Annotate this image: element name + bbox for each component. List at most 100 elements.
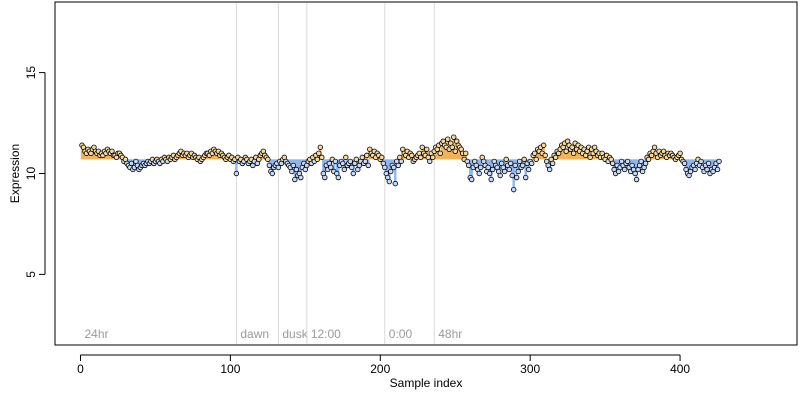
deviation-bar: [515, 159, 518, 178]
data-point: [714, 166, 721, 173]
data-point: [128, 160, 135, 167]
data-point: [497, 172, 503, 179]
data-point: [427, 158, 433, 165]
data-point: [314, 156, 321, 163]
deviation-bar: [95, 153, 99, 160]
deviation-bar: [630, 159, 634, 166]
x-axis-title: Sample index: [390, 376, 463, 390]
phase-label: 12:00: [311, 327, 341, 341]
data-point: [521, 156, 527, 163]
data-point: [469, 176, 475, 183]
deviation-bar: [332, 159, 336, 172]
deviation-bar: [506, 159, 509, 166]
data-point: [463, 150, 469, 157]
data-point: [510, 186, 517, 193]
deviation-bar: [524, 159, 527, 178]
data-point: [503, 156, 509, 163]
deviation-bar: [464, 153, 467, 160]
deviation-bar: [513, 159, 517, 166]
data-point: [516, 158, 523, 165]
deviation-bar: [710, 159, 713, 170]
data-point: [290, 162, 297, 169]
data-point: [677, 150, 683, 157]
data-point: [506, 166, 512, 173]
data-point: [476, 170, 482, 177]
deviation-bar: [85, 153, 88, 160]
data-point: [451, 134, 457, 140]
data-point: [322, 174, 328, 181]
data-point: [609, 160, 616, 167]
data-point: [698, 158, 704, 165]
data-point: [466, 162, 472, 169]
deviation-bar: [394, 159, 397, 184]
data-point: [705, 160, 712, 167]
deviation-bar: [439, 153, 442, 160]
data-point: [624, 158, 631, 165]
deviation-bar: [581, 153, 584, 160]
data-point: [340, 160, 346, 167]
y-tick-label: 15: [24, 66, 38, 80]
data-point: [233, 170, 240, 177]
deviation-bar: [442, 141, 445, 160]
deviation-bar: [469, 159, 472, 178]
deviation-bar: [461, 153, 464, 160]
data-point: [490, 166, 496, 173]
deviation-bar: [591, 153, 595, 160]
data-point: [563, 148, 569, 155]
deviation-bar: [337, 159, 340, 178]
phase-label: dawn: [240, 327, 269, 341]
data-point: [525, 166, 532, 173]
axis-layer: 0 100 200 300 400 5 10 15: [24, 66, 690, 376]
data-point: [343, 154, 349, 161]
data-point: [418, 154, 424, 161]
data-point: [681, 160, 688, 167]
data-point: [382, 164, 388, 171]
deviation-bar: [572, 153, 575, 160]
data-point: [507, 160, 514, 167]
plot-frame: [54, 1, 798, 346]
data-point: [704, 166, 710, 173]
data-point: [528, 160, 535, 167]
data-point: [621, 166, 628, 173]
deviation-bar: [211, 153, 214, 160]
data-point: [379, 154, 385, 161]
x-tick-label: 300: [520, 362, 540, 376]
data-point: [692, 166, 698, 173]
data-point: [289, 168, 295, 175]
data-point: [552, 154, 559, 161]
data-point: [317, 144, 324, 150]
data-point: [533, 156, 539, 163]
deviation-bar: [292, 159, 295, 166]
deviation-bar: [323, 159, 327, 178]
data-point: [269, 170, 276, 177]
deviation-bar: [448, 149, 451, 160]
deviation-bar: [317, 153, 321, 160]
data-point: [549, 160, 556, 167]
data-point: [359, 154, 365, 161]
deviation-bar: [521, 159, 524, 166]
data-point: [424, 146, 430, 152]
data-point: [645, 156, 652, 163]
y-tick-label: 5: [24, 271, 38, 278]
deviation-bar: [235, 159, 238, 174]
deviation-bar: [487, 159, 490, 168]
data-point: [478, 164, 484, 171]
data-point: [316, 150, 322, 157]
y-tick-label: 10: [24, 167, 38, 181]
deviation-bar: [499, 159, 502, 176]
deviation-bar: [335, 159, 339, 174]
deviation-bar: [557, 153, 560, 160]
deviation-bar: [537, 151, 541, 160]
deviation-bar: [445, 147, 448, 160]
deviation-bar: [708, 159, 712, 174]
deviation-bar: [564, 151, 568, 160]
deviation-bar: [457, 145, 460, 160]
deviation-bar: [454, 151, 457, 160]
x-tick-label: 100: [220, 362, 240, 376]
deviation-bar: [215, 153, 219, 160]
phase-label: 24hr: [84, 327, 108, 341]
deviation-bar: [89, 153, 93, 160]
data-point: [292, 176, 298, 183]
data-point: [651, 144, 658, 150]
